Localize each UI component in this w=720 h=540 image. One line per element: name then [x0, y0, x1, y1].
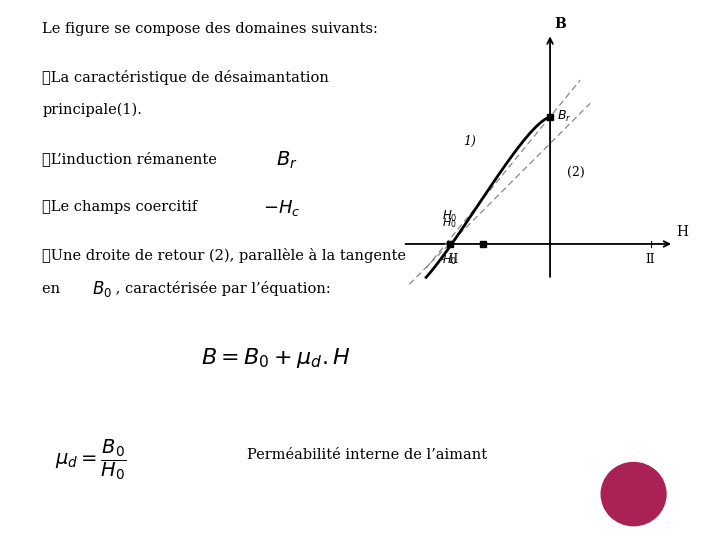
- Text: en            , caractérisée par l’équation:: en , caractérisée par l’équation:: [42, 281, 331, 296]
- Text: $B = B_0 + \mu_d.H$: $B = B_0 + \mu_d.H$: [200, 346, 351, 369]
- Text: II: II: [646, 253, 655, 266]
- Text: $B_r$: $B_r$: [557, 109, 572, 124]
- Text: B: B: [554, 17, 567, 31]
- Text: principale(1).: principale(1).: [42, 103, 142, 117]
- Text: Perméabilité interne de l’aimant: Perméabilité interne de l’aimant: [247, 448, 487, 462]
- Circle shape: [601, 462, 666, 526]
- Text: 1): 1): [463, 134, 476, 147]
- Text: $H_0$: $H_0$: [442, 208, 457, 224]
- Text: ❖Une droite de retour (2), parallèle à la tangente: ❖Une droite de retour (2), parallèle à l…: [42, 248, 406, 264]
- Text: - II: - II: [441, 253, 458, 266]
- Text: $\mathit{B}_r$: $\mathit{B}_r$: [276, 150, 298, 171]
- Text: $\mu_d = \dfrac{B_0}{H_0}$: $\mu_d = \dfrac{B_0}{H_0}$: [55, 437, 127, 482]
- Text: $H_0$: $H_0$: [442, 216, 457, 229]
- Text: $H_0$: $H_0$: [442, 253, 457, 267]
- Text: ❖L’induction rémanente: ❖L’induction rémanente: [42, 151, 231, 166]
- Text: (2): (2): [567, 166, 585, 179]
- Text: ❖La caractéristique de désaimantation: ❖La caractéristique de désaimantation: [42, 70, 329, 85]
- Text: $-H_c$: $-H_c$: [264, 198, 300, 218]
- Text: $\mathit{B}_0$: $\mathit{B}_0$: [91, 279, 112, 299]
- Text: ❖Le champs coercitif: ❖Le champs coercitif: [42, 200, 207, 214]
- Text: Le figure se compose des domaines suivants:: Le figure se compose des domaines suivan…: [42, 22, 378, 36]
- Text: H: H: [676, 225, 688, 239]
